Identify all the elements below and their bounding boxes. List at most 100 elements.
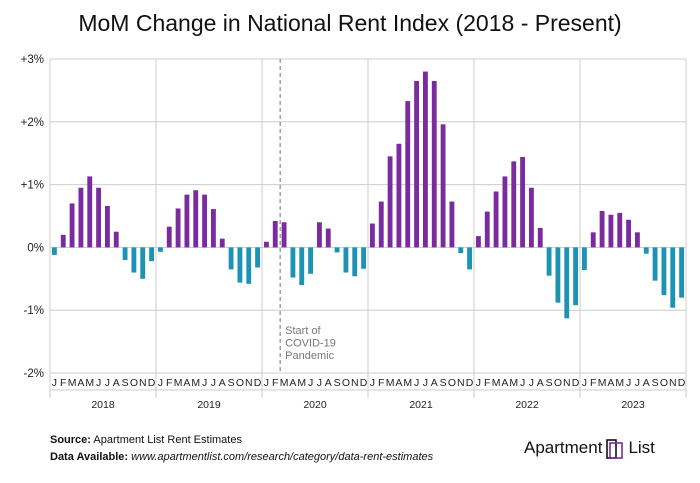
bar <box>281 222 287 248</box>
month-tick-label: J <box>52 377 57 389</box>
bar <box>599 210 605 248</box>
bar <box>352 247 358 277</box>
bar <box>484 211 490 248</box>
bar <box>387 156 393 248</box>
month-tick-label: N <box>245 377 253 389</box>
bar <box>96 187 102 248</box>
month-tick-label: O <box>130 377 138 389</box>
bar <box>564 247 570 319</box>
year-label: 2021 <box>409 399 433 411</box>
bar <box>122 247 128 260</box>
month-tick-label: J <box>529 377 534 389</box>
month-tick-label: J <box>476 377 481 389</box>
footer-source: Source: Apartment List Rent Estimates <box>50 434 242 446</box>
year-label: 2020 <box>303 399 327 411</box>
bar <box>467 247 473 270</box>
month-tick-label: A <box>643 377 650 389</box>
bar <box>228 247 234 270</box>
month-tick-label: J <box>202 377 207 389</box>
bar <box>263 241 269 248</box>
month-tick-label: O <box>236 377 244 389</box>
bar <box>140 247 146 279</box>
logo-mark-icon <box>606 438 624 459</box>
month-tick-label: M <box>615 377 624 389</box>
bar <box>546 247 552 276</box>
month-tick-label: N <box>669 377 677 389</box>
month-tick-label: J <box>308 377 313 389</box>
bar <box>290 247 296 278</box>
month-tick-label: S <box>546 377 553 389</box>
month-tick-label: J <box>626 377 631 389</box>
bar <box>51 247 57 255</box>
bar <box>378 201 384 248</box>
month-tick-label: S <box>440 377 447 389</box>
bar <box>334 247 340 253</box>
month-tick-label: M <box>403 377 412 389</box>
bar <box>449 201 455 248</box>
month-tick-label: J <box>414 377 419 389</box>
bar <box>219 238 225 248</box>
bar <box>555 247 561 303</box>
month-tick-label: M <box>509 377 518 389</box>
bar <box>193 190 199 248</box>
bar <box>104 205 110 248</box>
bar <box>343 247 349 273</box>
bar <box>634 232 640 248</box>
chart-svg: +3%+2%+1%0%-1%-2%J F M A M J J A S O N D J F M A M J J A S O N… <box>21 54 687 411</box>
month-tick-label: M <box>280 377 289 389</box>
month-tick-label: M <box>386 377 395 389</box>
month-tick-label: D <box>572 377 580 389</box>
y-tick-label: +1% <box>21 180 44 192</box>
bar <box>573 247 579 306</box>
month-tick-label: O <box>554 377 562 389</box>
month-tick-label: F <box>378 377 384 389</box>
bar <box>537 227 543 248</box>
month-tick-label: A <box>219 377 226 389</box>
month-tick-label: N <box>457 377 465 389</box>
month-tick-label: S <box>652 377 659 389</box>
month-tick-label: A <box>183 377 190 389</box>
month-tick-label: D <box>254 377 262 389</box>
bar <box>661 247 667 296</box>
y-tick-label: 0% <box>27 242 44 254</box>
y-tick-label: -2% <box>24 368 44 380</box>
month-tick-label: D <box>148 377 156 389</box>
bar <box>581 247 587 271</box>
data-url-link[interactable]: www.apartmentlist.com/research/category/… <box>128 451 434 463</box>
month-tick-label: S <box>122 377 129 389</box>
month-tick-label: F <box>590 377 596 389</box>
bar <box>431 80 437 248</box>
bar <box>166 226 172 248</box>
bar <box>670 247 676 308</box>
bar <box>299 247 305 286</box>
month-tick-label: M <box>297 377 306 389</box>
month-tick-label: F <box>166 377 172 389</box>
bar <box>458 247 464 254</box>
chart-title: MoM Change in National Rent Index (2018 … <box>78 10 622 36</box>
month-tick-label: J <box>370 377 375 389</box>
bar <box>272 221 278 248</box>
bar <box>502 176 508 248</box>
month-tick-label: J <box>423 377 428 389</box>
bar <box>184 194 190 248</box>
bar <box>679 247 685 298</box>
bar <box>78 187 84 248</box>
bar <box>361 247 367 269</box>
month-tick-label: J <box>105 377 110 389</box>
month-tick-label: M <box>85 377 94 389</box>
y-tick-label: +3% <box>21 54 44 66</box>
bar <box>626 219 632 248</box>
bar <box>157 247 163 252</box>
year-label: 2018 <box>91 399 115 411</box>
month-tick-label: A <box>395 377 402 389</box>
month-tick-label: A <box>325 377 332 389</box>
bar <box>60 234 66 248</box>
month-tick-label: J <box>96 377 101 389</box>
source-text: Apartment List Rent Estimates <box>90 434 242 446</box>
month-tick-label: N <box>351 377 359 389</box>
year-label: 2019 <box>197 399 221 411</box>
month-tick-label: S <box>334 377 341 389</box>
bar <box>69 203 75 248</box>
y-tick-label: +2% <box>21 117 44 129</box>
